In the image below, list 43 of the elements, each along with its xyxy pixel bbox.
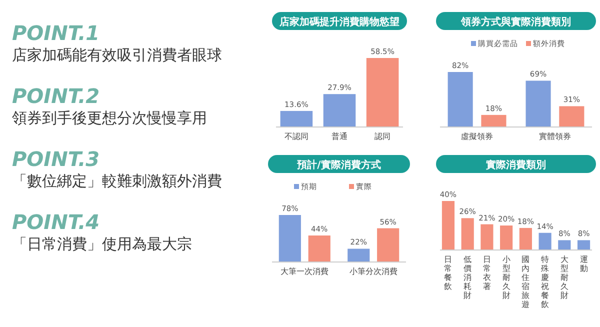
bar [558, 240, 571, 250]
x-tick-label: 低價消耗財 [464, 255, 472, 300]
x-tick-label: 大型耐久財 [560, 255, 568, 300]
x-tick-label: 國內住宿旅遊 [522, 255, 530, 309]
text: 店家加碼能有效吸引消費者眼球 [12, 46, 222, 64]
text: POINT.4 [12, 210, 100, 234]
bar [500, 226, 513, 250]
text: POINT.3 [12, 147, 100, 171]
chart-title: 店家加碼提升消費購物慾望 [278, 16, 400, 28]
bar [577, 240, 590, 250]
bar [278, 215, 301, 262]
bar [448, 72, 473, 127]
x-tick-label: 不認同 [284, 132, 308, 141]
x-tick-label: 小型耐久財 [502, 255, 510, 300]
x-tick-label: 運動 [580, 255, 588, 273]
x-tick-label: 日常餐飲 [444, 255, 452, 291]
bar [519, 228, 532, 250]
x-tick-label: 日常衣著 [482, 255, 491, 291]
bar [348, 248, 370, 262]
text: 「日常消費」使用為最大宗 [12, 235, 192, 253]
text: 「數位綁定」較難刺激額外消費 [12, 172, 222, 190]
text: POINT.2 [12, 84, 100, 108]
x-tick-label: 虛擬領券 [461, 132, 494, 141]
x-tick-label: 認同 [374, 132, 391, 141]
bar [442, 201, 455, 250]
x-tick-label: 特殊慶祝餐飲 [541, 255, 550, 309]
bar [481, 114, 506, 127]
x-tick-label: 實體領券 [538, 132, 571, 141]
bar [538, 232, 552, 250]
text: POINT.1 [12, 21, 100, 45]
bar [480, 224, 494, 250]
chart-title: 預計/實際消費方式 [296, 159, 381, 171]
x-tick-label: 普通 [332, 132, 348, 141]
text: 領券到手後更想分次慢慢享用 [12, 109, 207, 127]
bar [377, 228, 400, 262]
bar [461, 218, 474, 250]
chart-title: 實際消費類別 [485, 159, 546, 171]
bar [526, 80, 551, 127]
bar [559, 106, 584, 127]
x-tick-label: 大筆一次消費 [280, 267, 329, 276]
chart-title: 領券方式與實際消費類別 [460, 16, 571, 28]
x-tick-label: 小筆分次消費 [349, 267, 398, 276]
bar [308, 235, 330, 262]
